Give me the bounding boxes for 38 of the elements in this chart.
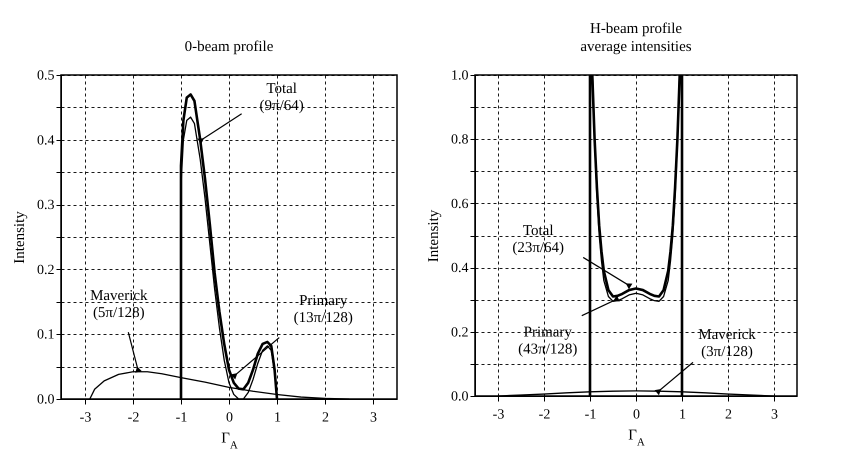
y-tick-label: 0.2	[451, 325, 468, 340]
y-tick-label: 0.4	[451, 261, 468, 276]
x-tick-label: 2	[322, 410, 329, 426]
x-axis-title: Γ$_{A}$	[221, 430, 238, 451]
x-tick-label: -2	[128, 410, 140, 426]
y-tick-label: 0.0	[37, 392, 54, 408]
y-tick-label: 0.3	[37, 198, 54, 214]
y-axis-title: Intensity	[12, 210, 28, 264]
x-tick-label: -1	[176, 410, 188, 426]
x-tick-label: 0	[226, 410, 233, 426]
annotation: Total (23π/64)	[512, 222, 564, 256]
x-tick-label: -3	[492, 408, 504, 422]
y-tick-label: 0.5	[37, 68, 54, 84]
annotation: Maverick (3π/128)	[698, 326, 756, 360]
y-tick-label: 0.0	[451, 390, 468, 404]
chart-title: H-beam profile average intensities	[580, 21, 692, 55]
chart-title: 0-beam profile	[184, 39, 274, 55]
y-tick-label: 0.8	[451, 132, 468, 148]
x-tick-label: -3	[80, 410, 92, 426]
y-axis-title: Intensity	[426, 209, 442, 262]
x-tick-label: 3	[370, 410, 377, 426]
x-tick-label: -1	[584, 408, 596, 422]
x-tick-label: -2	[538, 408, 550, 422]
x-tick-label: 3	[771, 408, 778, 422]
y-tick-label: 0.2	[37, 262, 54, 278]
x-tick-label: 0	[633, 408, 640, 422]
x-tick-label: 1	[679, 408, 686, 422]
x-axis-title: Γ$_{A}$	[628, 428, 645, 448]
annotation: Maverick (5π/128)	[90, 288, 148, 322]
x-tick-label: 2	[725, 408, 732, 422]
y-tick-label: 1.0	[451, 68, 468, 84]
annotation: Primary (43π/128)	[518, 324, 578, 358]
y-tick-label: 0.6	[451, 196, 468, 212]
y-tick-label: 0.4	[37, 133, 54, 148]
x-tick-label: 1	[274, 410, 281, 426]
annotation: Total (9π/64)	[260, 80, 304, 114]
y-tick-label: 0.1	[37, 328, 54, 343]
annotation: Primary (13π/128)	[294, 293, 353, 326]
